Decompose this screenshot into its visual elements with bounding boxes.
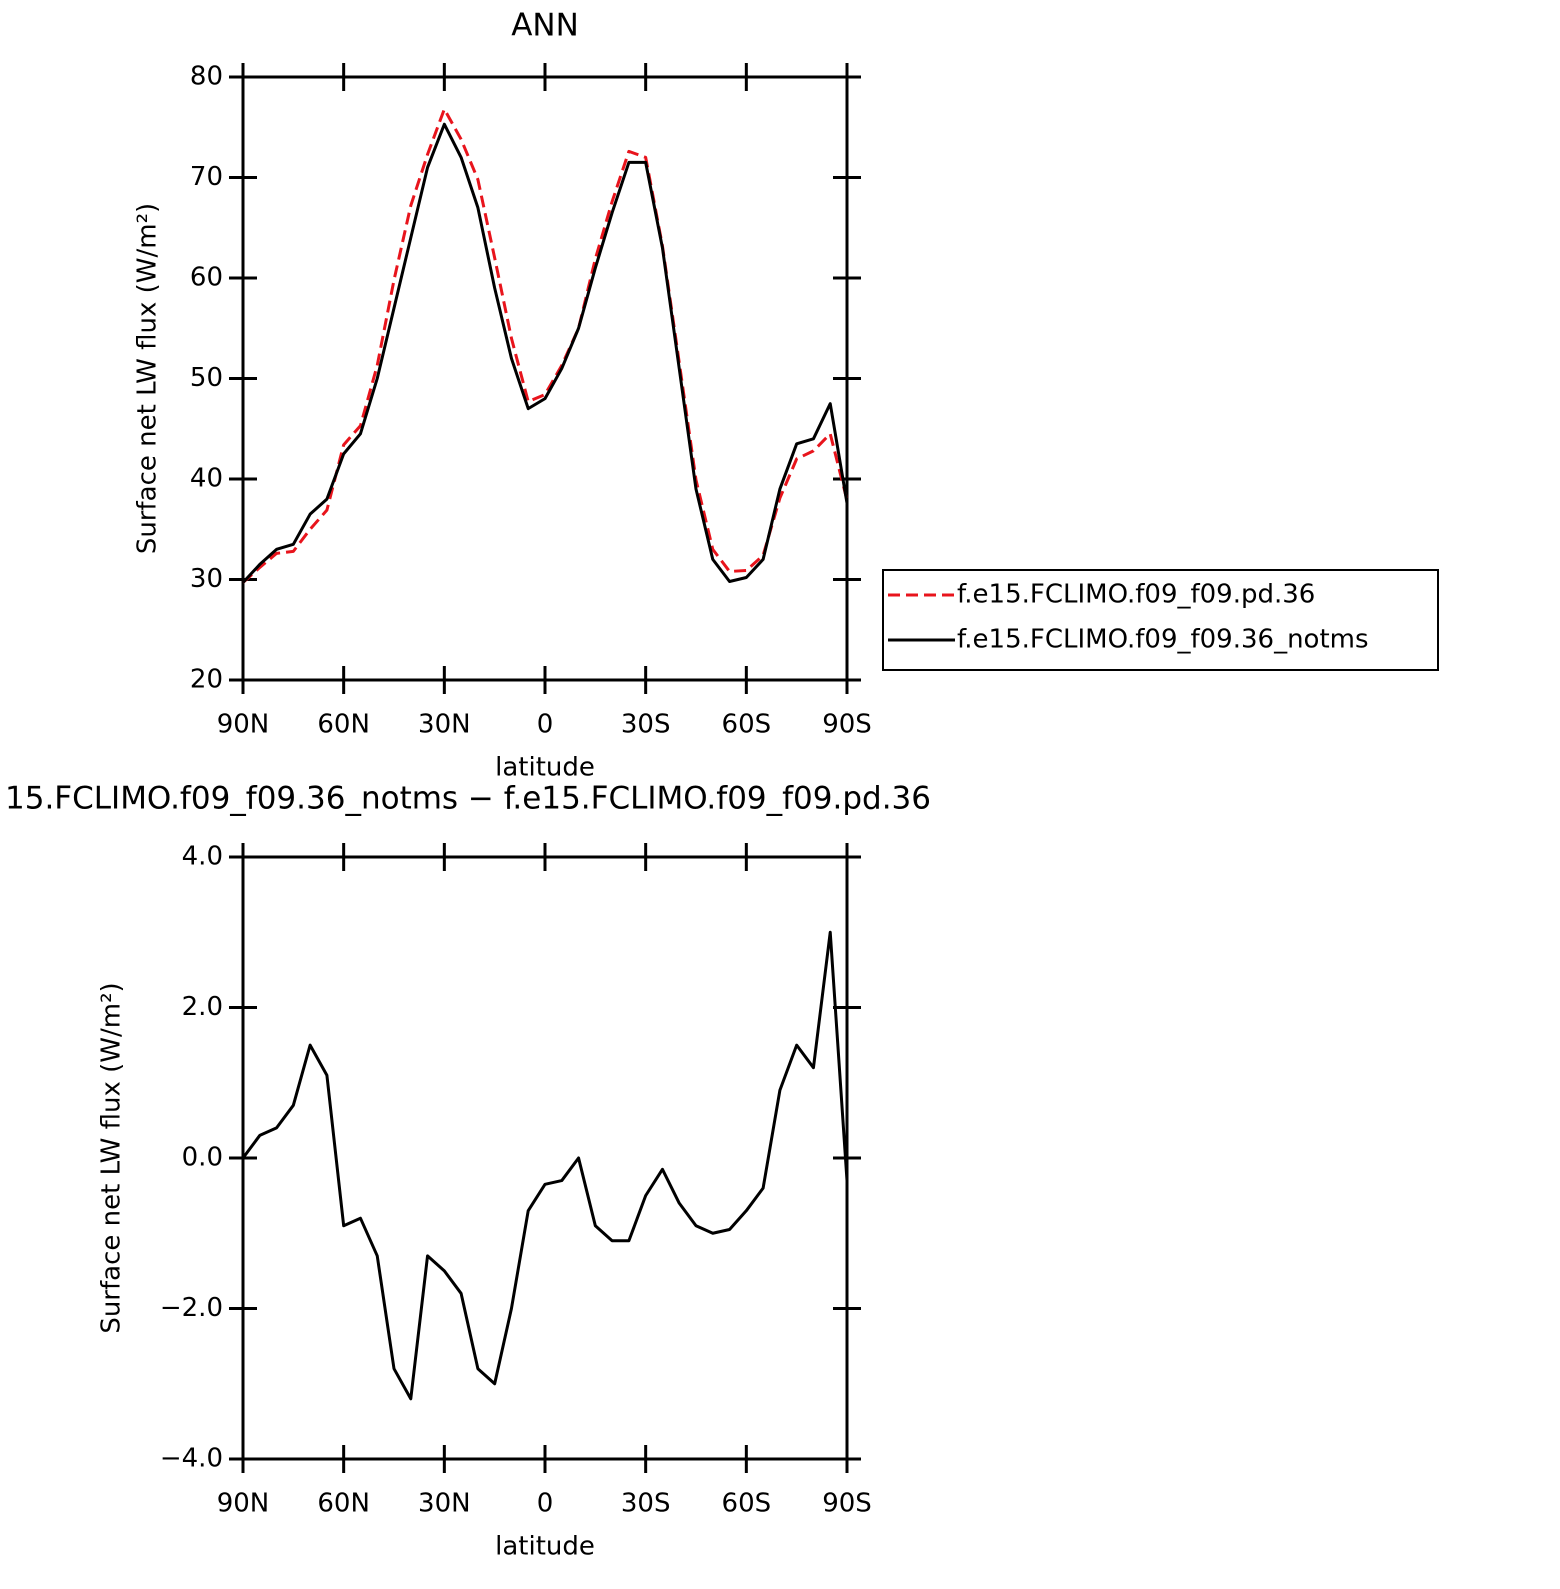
plot-frame: [241, 855, 849, 1461]
chart-title: ANN: [511, 8, 579, 44]
x-tick-label: 90S: [822, 1489, 872, 1519]
data-line: [241, 122, 849, 584]
x-tick-label: 0: [537, 1489, 554, 1519]
y-tick-label: −2.0: [160, 1293, 223, 1323]
x-tick-label: 60S: [722, 1489, 772, 1519]
x-axis-label: latitude: [495, 1532, 595, 1562]
y-tick-label: 30: [190, 564, 223, 594]
y-tick-label: 4.0: [182, 842, 223, 872]
x-tick-label: 60N: [317, 1489, 370, 1519]
y-axis-label: Surface net LW flux (W/m²): [133, 203, 163, 554]
plot-frame: [241, 75, 849, 682]
y-tick-label: 40: [190, 464, 223, 494]
x-tick-label: 90N: [217, 710, 270, 740]
x-tick-label: 0: [537, 710, 554, 740]
y-tick-label: 60: [190, 263, 223, 293]
x-tick-label: 60S: [722, 710, 772, 740]
y-tick-label: 20: [190, 665, 223, 695]
x-tick-label: 90N: [217, 1489, 270, 1519]
x-tick-label: 30N: [418, 1489, 471, 1519]
x-tick-label: 60N: [317, 710, 370, 740]
y-tick-label: 70: [190, 162, 223, 192]
y-tick-label: 80: [190, 62, 223, 92]
x-tick-label: 30N: [418, 710, 471, 740]
y-axis-label: Surface net LW flux (W/m²): [97, 982, 127, 1333]
x-axis-label: latitude: [495, 753, 595, 783]
y-tick-label: 2.0: [182, 992, 223, 1022]
y-tick-label: −4.0: [160, 1444, 223, 1474]
x-tick-label: 30S: [621, 1489, 671, 1519]
y-tick-label: 50: [190, 363, 223, 393]
legend-label: f.e15.FCLIMO.f09_f09.pd.36: [957, 580, 1315, 610]
data-line: [241, 930, 849, 1401]
legend-label: f.e15.FCLIMO.f09_f09.36_notms: [957, 625, 1369, 655]
data-line: [241, 107, 849, 584]
legend-box: [882, 569, 1439, 671]
x-tick-label: 90S: [822, 710, 872, 740]
chart-title: 15.FCLIMO.f09_f09.36_notms − f.e15.FCLIM…: [5, 781, 931, 817]
y-tick-label: 0.0: [182, 1143, 223, 1173]
x-tick-label: 30S: [621, 710, 671, 740]
